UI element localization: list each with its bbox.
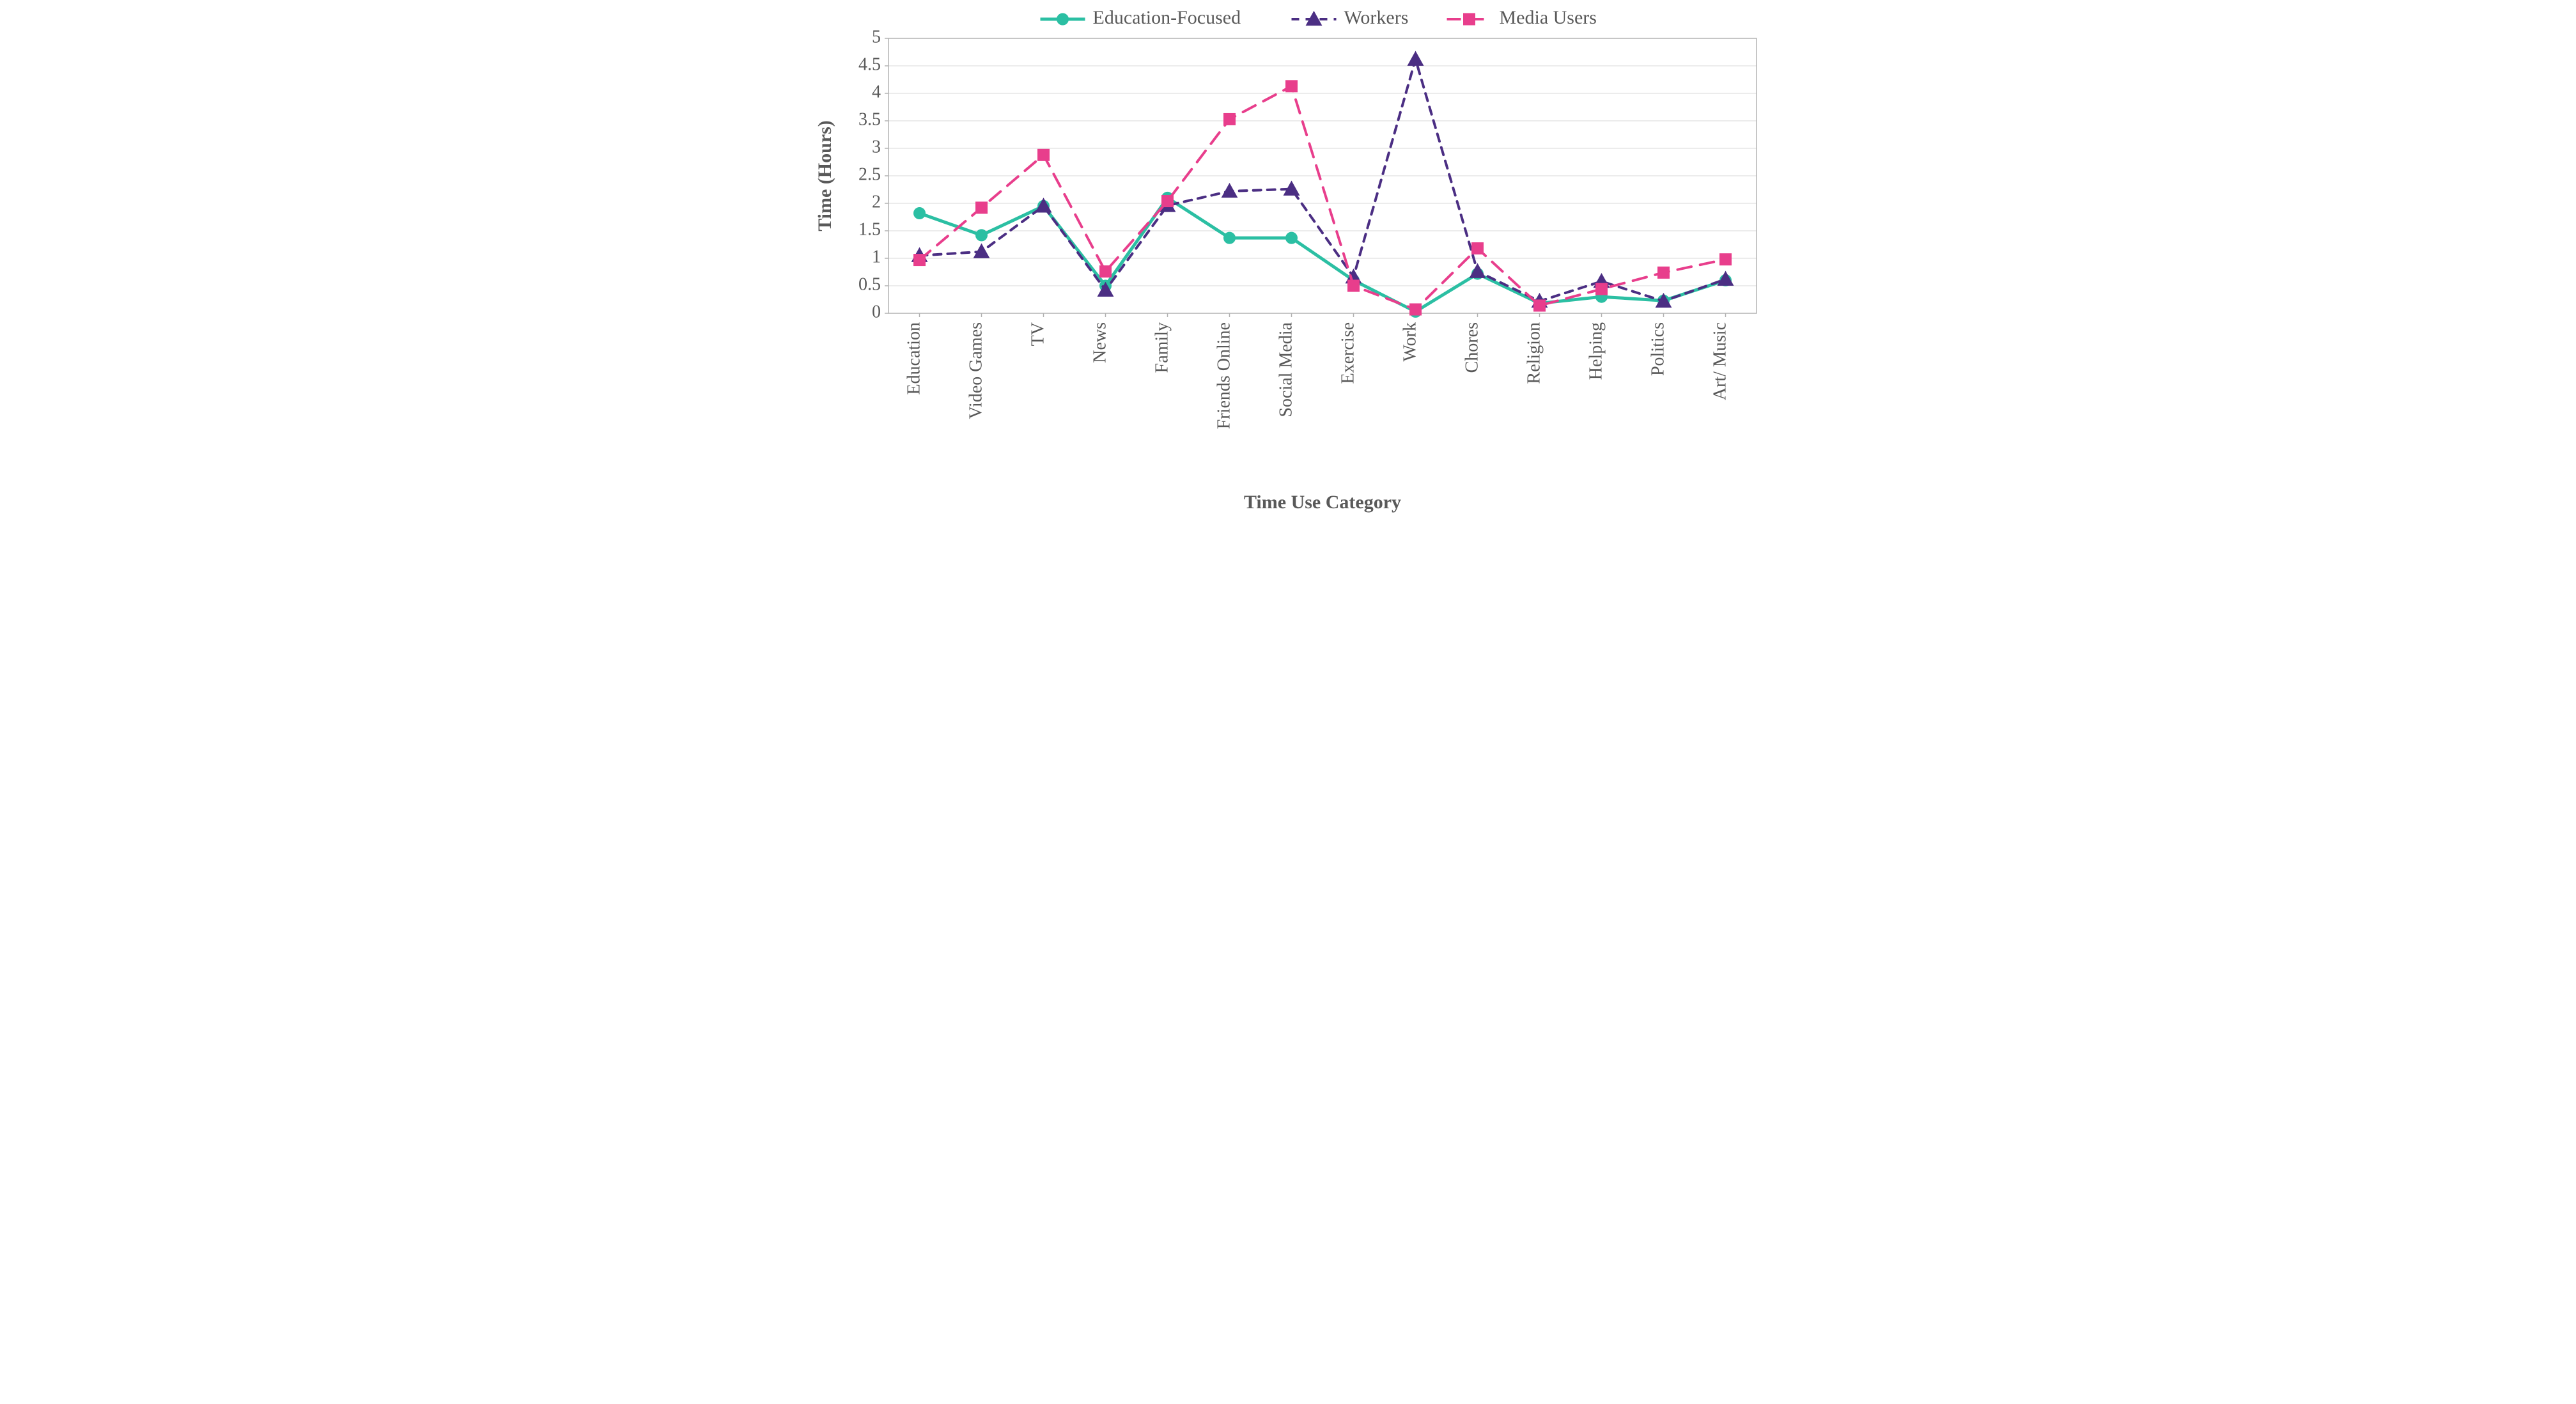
marker-square — [1286, 81, 1298, 92]
marker-square — [1410, 304, 1422, 315]
x-axis-title: Time Use Category — [1244, 492, 1401, 513]
legend-label: Media Users — [1500, 7, 1597, 28]
x-tick-label: Politics — [1649, 322, 1668, 376]
marker-square — [1720, 254, 1732, 265]
x-tick-label: Friends Online — [1214, 322, 1234, 429]
time-use-line-chart: 0 0.5 1 1.5 2 2.5 3 3.5 4 4.5 5 Education Video Game… — [805, 0, 1771, 526]
marker-square — [1348, 280, 1360, 292]
y-tick-label: 3.5 — [858, 109, 881, 129]
marker-square — [1658, 267, 1670, 278]
y-tick-label: 1 — [872, 247, 881, 267]
marker-circle — [1224, 232, 1236, 244]
legend-label: Workers — [1344, 7, 1409, 28]
x-tick-label: Video Games — [966, 322, 986, 419]
marker-square — [1038, 149, 1050, 160]
x-tick-label: Family — [1152, 322, 1172, 373]
marker-square — [1472, 243, 1484, 254]
marker-square — [976, 202, 988, 214]
x-tick-label: News — [1090, 322, 1110, 363]
marker-circle — [976, 230, 988, 241]
legend-label: Education-Focused — [1093, 7, 1241, 28]
marker-circle — [1057, 13, 1069, 25]
y-axis-title: Time (Hours) — [814, 120, 835, 231]
x-tick-label: Social Media — [1276, 322, 1296, 417]
marker-square — [1534, 300, 1546, 311]
y-tick-label: 4.5 — [858, 54, 881, 74]
marker-circle — [914, 207, 926, 219]
marker-square — [1596, 283, 1608, 295]
x-tick-label: Chores — [1463, 322, 1482, 373]
y-tick-label: 3 — [872, 137, 881, 157]
marker-square — [1100, 266, 1112, 277]
y-tick-label: 0.5 — [858, 274, 881, 294]
chart-svg: 0 0.5 1 1.5 2 2.5 3 3.5 4 4.5 5 Education Video Game… — [805, 0, 1771, 526]
marker-circle — [1286, 232, 1298, 244]
y-tick-label: 2 — [872, 192, 881, 212]
y-tick-label: 2.5 — [858, 164, 881, 184]
y-tick-label: 0 — [872, 302, 881, 322]
y-tick-label: 5 — [872, 27, 881, 47]
x-tick-label: Exercise — [1338, 322, 1358, 384]
marker-square — [1162, 196, 1174, 207]
marker-square — [914, 254, 926, 266]
marker-square — [1464, 13, 1475, 25]
x-tick-label: Helping — [1587, 322, 1606, 380]
x-tick-label: Education — [904, 322, 924, 395]
x-tick-label: TV — [1028, 322, 1048, 346]
y-tick-label: 1.5 — [858, 219, 881, 239]
x-tick-label: Work — [1401, 322, 1420, 362]
y-tick-label: 4 — [872, 82, 881, 102]
x-tick-label: Religion — [1525, 322, 1544, 384]
marker-square — [1224, 113, 1236, 125]
x-tick-label: Art/ Music — [1711, 322, 1730, 400]
